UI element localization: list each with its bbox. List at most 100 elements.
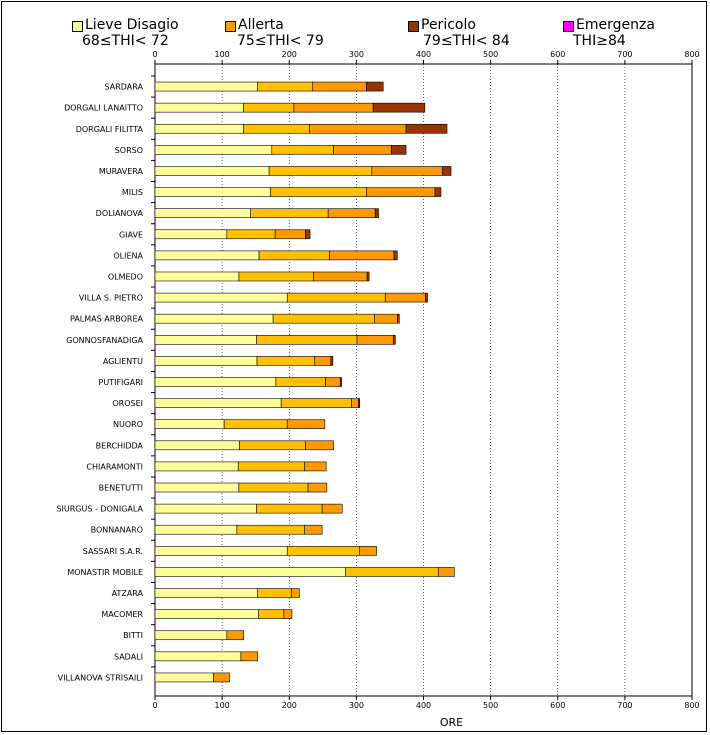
x-tick-label-top: 0 xyxy=(152,50,157,59)
category-label: MURAVERA xyxy=(99,167,144,176)
bar-segment xyxy=(270,187,367,197)
bar-segment xyxy=(154,524,238,535)
x-tick-label-bottom: 200 xyxy=(282,701,297,710)
bar-segment xyxy=(258,250,330,261)
x-tick-label-top: 800 xyxy=(684,50,699,59)
legend-label-pericolo: Pericolo xyxy=(421,17,476,33)
bar-segment xyxy=(154,651,242,662)
bar-segment xyxy=(154,546,288,556)
bar-segment xyxy=(305,440,334,451)
bar-segment xyxy=(154,567,346,577)
bar-segment xyxy=(154,145,273,155)
bar-segment xyxy=(397,313,400,324)
bar-segment xyxy=(345,567,439,577)
bar-segment xyxy=(307,482,328,493)
legend-range-lieve-disagio: 68≤THI< 72 xyxy=(82,33,169,49)
legend-range-pericolo: 79≤THI< 84 xyxy=(423,33,510,49)
category-label: OLIENA xyxy=(113,251,143,260)
legend-swatch-allerta xyxy=(225,21,236,32)
bar-segment xyxy=(240,651,259,662)
bar-segment xyxy=(329,250,395,261)
bar-segment xyxy=(243,123,310,134)
bar-segment xyxy=(366,81,384,92)
legend-label-emergenza: Emergenza xyxy=(576,17,655,33)
bar-segment xyxy=(333,145,392,155)
bar-segment xyxy=(366,271,370,282)
bar-segment xyxy=(366,187,436,197)
category-label: SASSARI S.A.R. xyxy=(83,547,143,556)
category-label: MACOMER xyxy=(101,610,143,619)
bar-segment xyxy=(321,503,343,514)
category-label: SARDARA xyxy=(105,83,144,92)
category-label: BITTI xyxy=(123,631,143,640)
legend-swatch-lieve-disagio xyxy=(72,21,83,32)
category-label: VILLANOVA STRISAILI xyxy=(58,673,143,682)
category-label: BONNANARO xyxy=(91,526,143,535)
bar-segment xyxy=(374,208,379,218)
bar-segment xyxy=(213,672,230,683)
x-tick-label-bottom: 300 xyxy=(349,701,364,710)
category-label: ATZARA xyxy=(112,589,144,598)
x-tick-label-top: 100 xyxy=(214,50,229,59)
bar-segment xyxy=(256,334,358,345)
bar-segment xyxy=(154,250,260,261)
bar-segment xyxy=(154,398,282,408)
bar-segment xyxy=(390,145,407,155)
bar-segment xyxy=(314,356,332,366)
bar-segment xyxy=(272,313,375,324)
bar-segment xyxy=(372,102,426,113)
category-label: VILLA S. PIETRO xyxy=(79,294,143,303)
category-label: OROSEI xyxy=(112,399,143,408)
category-label: DORGALI LANAITTO xyxy=(64,104,143,113)
category-label: BENETUTTI xyxy=(99,484,143,493)
bar-segment xyxy=(257,588,292,598)
category-label: SADALI xyxy=(114,652,143,661)
bar-segment xyxy=(154,229,228,240)
bar-segment xyxy=(154,672,214,683)
bar-segment xyxy=(238,271,314,282)
bar-segment xyxy=(392,334,396,345)
bar-segment xyxy=(154,419,225,430)
x-tick-label-top: 400 xyxy=(416,50,431,59)
bar-segment xyxy=(154,123,244,134)
category-label: OLMEDO xyxy=(108,272,143,281)
bar-segment xyxy=(226,630,244,641)
bar-segment xyxy=(304,524,323,535)
x-tick-label-top: 200 xyxy=(282,50,297,59)
bar-segment xyxy=(238,482,309,493)
bar-segment xyxy=(154,292,288,303)
bar-segment xyxy=(154,313,274,324)
bar-segment xyxy=(154,630,228,641)
x-axis-title: ORE xyxy=(440,716,463,729)
bar-segment xyxy=(374,313,398,324)
bar-segment xyxy=(236,524,305,535)
x-tick-label-top: 600 xyxy=(550,50,565,59)
bar-segment xyxy=(154,187,271,197)
bar-segment xyxy=(304,461,327,472)
bar-segment xyxy=(154,440,240,451)
bar-segment xyxy=(154,271,240,282)
bar-segment xyxy=(154,377,277,387)
x-tick-label-top: 500 xyxy=(483,50,498,59)
bar-segment xyxy=(258,609,285,619)
bar-segment xyxy=(425,292,428,303)
bar-segment xyxy=(154,609,259,619)
bar-segment xyxy=(154,102,244,113)
bar-segment xyxy=(351,398,359,408)
bar-segment xyxy=(405,123,448,134)
bar-segment xyxy=(226,229,276,240)
x-tick-label-bottom: 700 xyxy=(617,701,632,710)
bar-segment xyxy=(358,398,361,408)
category-label: CHIARAMONTI xyxy=(86,462,143,471)
bar-segment xyxy=(305,229,311,240)
bar-segment xyxy=(313,271,368,282)
bar-segment xyxy=(268,166,373,176)
bar-segment xyxy=(434,187,442,197)
legend-swatch-emergenza xyxy=(563,21,574,32)
category-label: PUTIFIGARI xyxy=(99,378,143,387)
x-tick-label-bottom: 800 xyxy=(684,701,699,710)
bar-segment xyxy=(312,81,367,92)
bar-segment xyxy=(275,377,326,387)
bar-segment xyxy=(154,588,259,598)
